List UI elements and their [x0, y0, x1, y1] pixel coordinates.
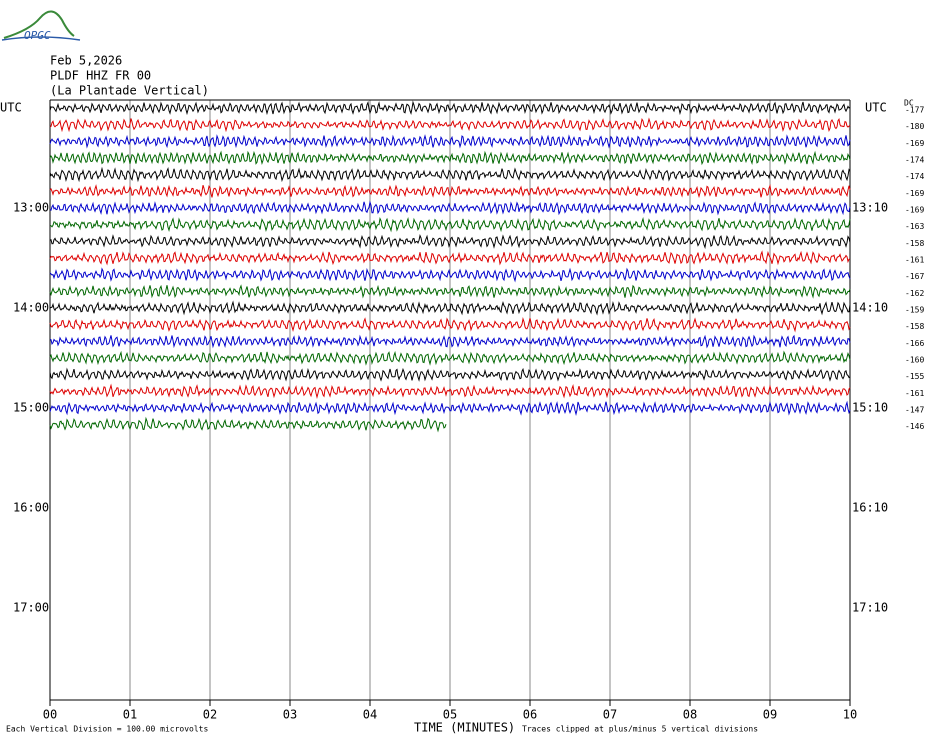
logo-line [1, 36, 81, 41]
dc-value: -169 [905, 139, 924, 148]
left-time-label: UTC [0, 101, 22, 115]
site: (La Plantade Vertical) [50, 84, 209, 98]
right-time-label: 16:10 [852, 501, 888, 515]
trace [49, 334, 851, 349]
trace [49, 400, 851, 416]
dc-value: -146 [905, 422, 924, 431]
trace [49, 383, 851, 399]
right-time-label: 17:10 [852, 601, 888, 615]
dc-value: -160 [905, 356, 924, 365]
trace [49, 134, 851, 149]
dc-value: -167 [905, 272, 924, 281]
dc-value: -166 [905, 339, 924, 348]
dc-value: -158 [905, 322, 924, 331]
trace [49, 350, 851, 366]
dc-value: -161 [905, 256, 924, 265]
dc-value: -177 [905, 106, 924, 115]
left-time-label: 17:00 [13, 601, 49, 615]
dc-value: -169 [905, 189, 924, 198]
dc-value: -163 [905, 222, 924, 231]
clip-note: Traces clipped at plus/minus 5 vertical … [522, 725, 758, 734]
right-time-label: UTC [865, 101, 887, 115]
right-time-label: 15:10 [852, 401, 888, 415]
date: Feb 5,2026 [50, 54, 122, 68]
trace [49, 284, 851, 299]
left-time-label: 13:00 [13, 201, 49, 215]
x-tick-label: 05 [443, 708, 457, 722]
trace [49, 166, 851, 183]
trace [49, 233, 851, 250]
dc-value: -161 [905, 389, 924, 398]
trace [49, 250, 851, 266]
plot: 00 01 02 03 04 05 06 07 08 09 10 UTC 13:00 14:00 15:00… [0, 99, 924, 722]
x-tick-label: 03 [283, 708, 297, 722]
scale-note: Each Vertical Division = 100.00 microvol… [6, 725, 208, 734]
left-time-label: 15:00 [13, 401, 49, 415]
x-tick-label: 00 [43, 708, 57, 722]
x-tick-label: 07 [603, 708, 617, 722]
dc-title: DC [904, 99, 914, 108]
station: PLDF HHZ FR 00 [50, 69, 151, 83]
dc-value: -158 [905, 239, 924, 248]
x-tick-label: 09 [763, 708, 777, 722]
dc-value: -162 [905, 289, 924, 298]
x-tick-label: 01 [123, 708, 137, 722]
dc-value: -155 [905, 372, 924, 381]
x-tick-label: 06 [523, 708, 537, 722]
trace [49, 300, 851, 316]
left-time-label: 16:00 [13, 501, 49, 515]
dc-value: -169 [905, 206, 924, 215]
dc-value: -174 [905, 172, 924, 181]
trace [49, 367, 851, 382]
trace [49, 117, 851, 133]
logo: OPGC [1, 10, 81, 42]
trace [49, 150, 851, 166]
logo-text: OPGC [24, 29, 51, 42]
dc-value: -147 [905, 406, 924, 415]
x-tick-label: 08 [683, 708, 697, 722]
logo-curve [3, 10, 75, 39]
dc-value: -180 [905, 122, 924, 131]
left-time-label: 14:00 [13, 301, 49, 315]
trace [49, 183, 851, 199]
dc-value: -159 [905, 306, 924, 315]
x-tick-label: 10 [843, 708, 857, 722]
right-time-label: 14:10 [852, 301, 888, 315]
right-time-label: 13:10 [852, 201, 888, 215]
dc-value: -174 [905, 156, 924, 165]
x-tick-label: 02 [203, 708, 217, 722]
trace [49, 100, 851, 116]
x-tick-label: 04 [363, 708, 377, 722]
trace [49, 216, 851, 233]
trace [49, 200, 851, 216]
trace [49, 416, 447, 433]
trace [49, 267, 851, 283]
trace [49, 316, 851, 333]
x-label: TIME (MINUTES) [414, 721, 515, 735]
